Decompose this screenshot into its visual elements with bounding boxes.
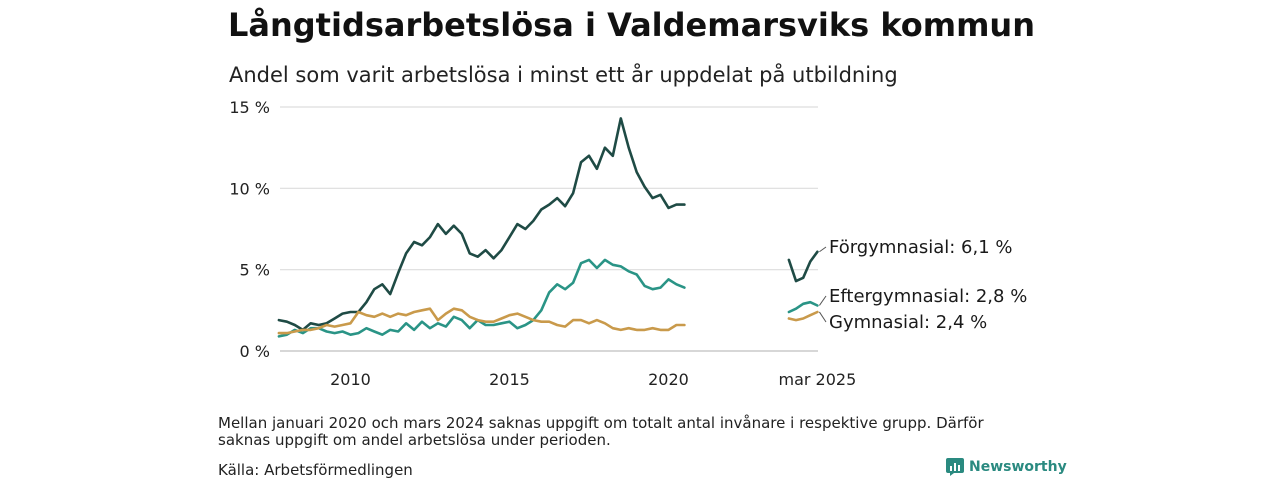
footnote: Mellan januari 2020 och mars 2024 saknas… bbox=[218, 414, 984, 449]
label-leader-line bbox=[818, 311, 827, 323]
series-end-label: Eftergymnasial: 2,8 % bbox=[829, 286, 1027, 307]
label-leader-line bbox=[818, 295, 827, 306]
newsworthy-logo: Newsworthy bbox=[946, 458, 1067, 476]
chart-subtitle: Andel som varit arbetslösa i minst ett å… bbox=[229, 63, 898, 87]
x-tick-label: 2020 bbox=[648, 370, 689, 389]
y-tick-label: 15 % bbox=[229, 98, 270, 117]
series-line-gymnasial bbox=[277, 307, 686, 335]
gridlines bbox=[280, 106, 818, 352]
series-line-eftergymnasial bbox=[787, 300, 819, 314]
y-tick-label: 5 % bbox=[240, 261, 270, 280]
x-tick-label: 2010 bbox=[330, 370, 371, 389]
brand-name: Newsworthy bbox=[969, 459, 1067, 475]
label-leader-line bbox=[819, 246, 827, 253]
series-line-gymnasial bbox=[787, 310, 819, 322]
source-credit: Källa: Arbetsförmedlingen bbox=[218, 461, 413, 479]
x-tick-label: mar 2025 bbox=[779, 370, 857, 389]
series-end-labels: Förgymnasial: 6,1 % Eftergymnasial: 2,8 %… bbox=[818, 237, 1027, 333]
x-axis-ticks: 2010 2015 2020 mar 2025 bbox=[330, 370, 856, 389]
y-axis-ticks: 0 % 5 % 10 % 15 % bbox=[229, 98, 270, 361]
series-end-label: Gymnasial: 2,4 % bbox=[829, 312, 987, 333]
bar-chart-icon bbox=[946, 458, 964, 476]
series-line-eftergymnasial bbox=[277, 258, 686, 338]
series-line-förgymnasial bbox=[787, 250, 819, 283]
x-tick-label: 2015 bbox=[489, 370, 530, 389]
series-lines bbox=[277, 117, 819, 338]
y-tick-label: 10 % bbox=[229, 179, 270, 198]
series-line-förgymnasial bbox=[277, 117, 686, 332]
y-tick-label: 0 % bbox=[240, 342, 270, 361]
chart-title: Långtidsarbetslösa i Valdemarsviks kommu… bbox=[228, 6, 1035, 44]
series-end-label: Förgymnasial: 6,1 % bbox=[829, 237, 1013, 258]
